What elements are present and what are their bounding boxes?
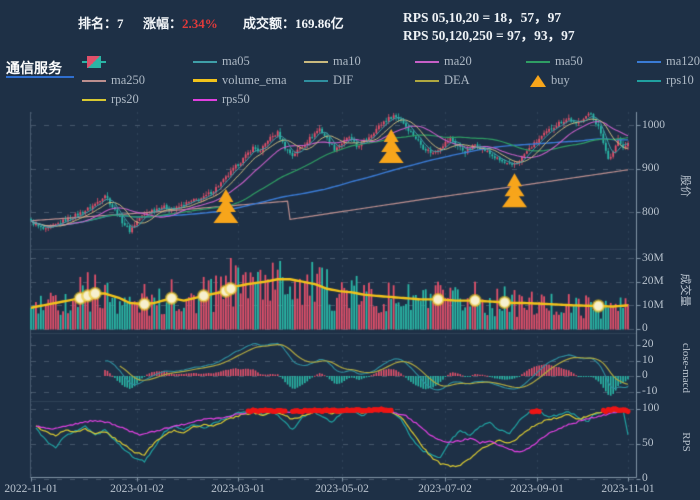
volume-ytick-0: 0 <box>642 322 648 334</box>
volume-ytick-10m: 10M <box>642 299 664 311</box>
xtick-2023-03-01: 2023-03-01 <box>211 483 265 495</box>
rps-ytick-100: 100 <box>642 402 660 414</box>
macd-axis-title: close-macd <box>680 342 692 394</box>
xtick-2023-11-01: 2023-11-01 <box>601 483 655 495</box>
xtick-2023-05-02: 2023-05-02 <box>315 483 369 495</box>
macd-ytick-0: 0 <box>642 369 648 381</box>
macd-ytick-20: 20 <box>642 338 654 350</box>
volume-ytick-20m: 20M <box>642 275 664 287</box>
rps-ytick-0: 0 <box>642 472 648 484</box>
rps-ytick-50: 50 <box>642 437 654 449</box>
volume-axis-title: 成交量 <box>679 273 691 307</box>
xtick-2022-11-01: 2022-11-01 <box>4 483 58 495</box>
xtick-2023-07-02: 2023-07-02 <box>418 483 472 495</box>
price-axis-title: 股价 <box>679 175 691 197</box>
macd-ytick-neg10: -10 <box>642 385 658 397</box>
macd-ytick-10: 10 <box>642 354 654 366</box>
price-ytick-1000: 1000 <box>642 119 665 131</box>
price-ytick-900: 900 <box>642 162 660 174</box>
xtick-2023-09-01: 2023-09-01 <box>510 483 564 495</box>
xtick-2023-01-02: 2023-01-02 <box>110 483 164 495</box>
volume-ytick-30m: 30M <box>642 252 664 264</box>
rps-axis-title: RPS <box>680 432 692 452</box>
price-ytick-800: 800 <box>642 206 660 218</box>
